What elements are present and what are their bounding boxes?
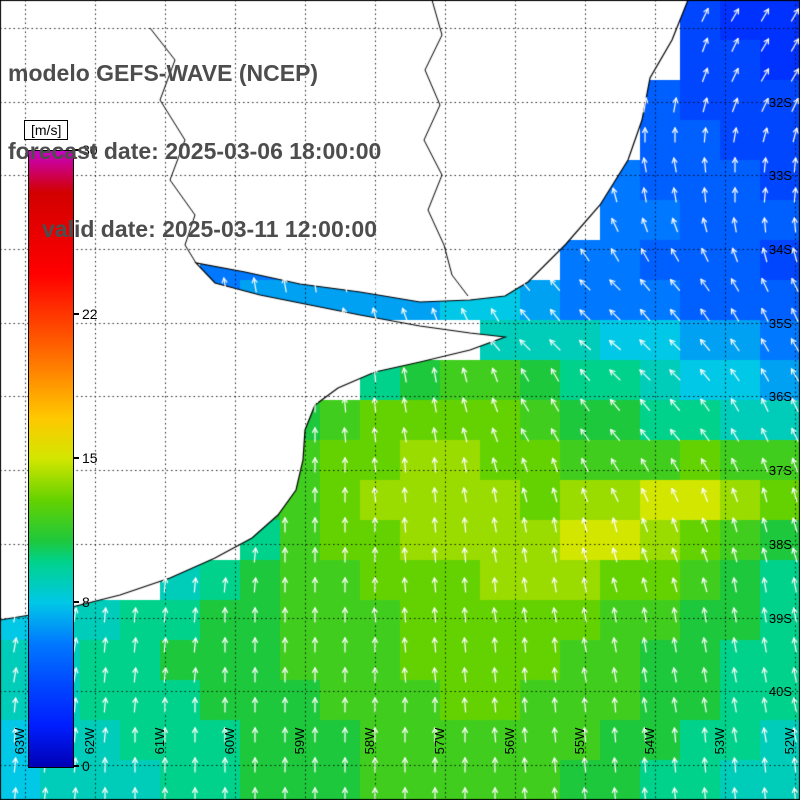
lon-label: 56W bbox=[502, 727, 517, 755]
colorbar-unit-label: [m/s] bbox=[24, 120, 69, 140]
lon-label: 63W bbox=[12, 727, 27, 755]
lon-label: 57W bbox=[432, 727, 447, 755]
lon-label: 62W bbox=[82, 727, 97, 755]
colorbar-tick-mark bbox=[73, 313, 79, 316]
colorbar-tick-mark bbox=[73, 149, 79, 151]
colorbar-tick-label: 15 bbox=[82, 450, 98, 466]
lat-label: 34S bbox=[768, 242, 792, 257]
lat-label: 40S bbox=[768, 684, 792, 699]
lon-label: 52W bbox=[782, 727, 797, 755]
lat-label: 37S bbox=[768, 463, 792, 478]
lon-label: 60W bbox=[222, 727, 237, 755]
lat-label: 38S bbox=[768, 537, 792, 552]
colorbar-tick-label: 30 bbox=[82, 142, 98, 158]
colorbar-tick-mark bbox=[73, 600, 79, 603]
lat-label: 39S bbox=[768, 611, 792, 626]
forecast-date-label: forecast date: 2025-03-06 18:00:00 bbox=[8, 138, 382, 164]
colorbar-tick-label: 8 bbox=[82, 593, 90, 610]
lon-label: 59W bbox=[292, 727, 307, 755]
colorbar-tick-label: 22 bbox=[82, 306, 98, 323]
lon-label: 58W bbox=[362, 727, 377, 755]
map-header: modelo GEFS-WAVE (NCEP) forecast date: 2… bbox=[8, 8, 381, 294]
colorbar-tick-label: 0 bbox=[82, 758, 90, 774]
wind-speed-colorbar bbox=[28, 150, 74, 768]
valid-date-label: valid date: 2025-03-11 12:00:00 bbox=[42, 216, 377, 242]
model-title: modelo GEFS-WAVE (NCEP) bbox=[8, 60, 319, 86]
lat-label: 32S bbox=[768, 95, 792, 110]
lat-label: 36S bbox=[768, 389, 792, 404]
lon-label: 54W bbox=[642, 727, 657, 755]
colorbar-tick-mark bbox=[73, 457, 79, 459]
lon-label: 61W bbox=[152, 727, 167, 755]
colorbar-tick-mark bbox=[73, 765, 79, 767]
lat-label: 33S bbox=[768, 168, 792, 183]
lat-label: 35S bbox=[768, 316, 792, 331]
lon-label: 53W bbox=[712, 727, 727, 755]
lon-label: 55W bbox=[572, 727, 587, 755]
